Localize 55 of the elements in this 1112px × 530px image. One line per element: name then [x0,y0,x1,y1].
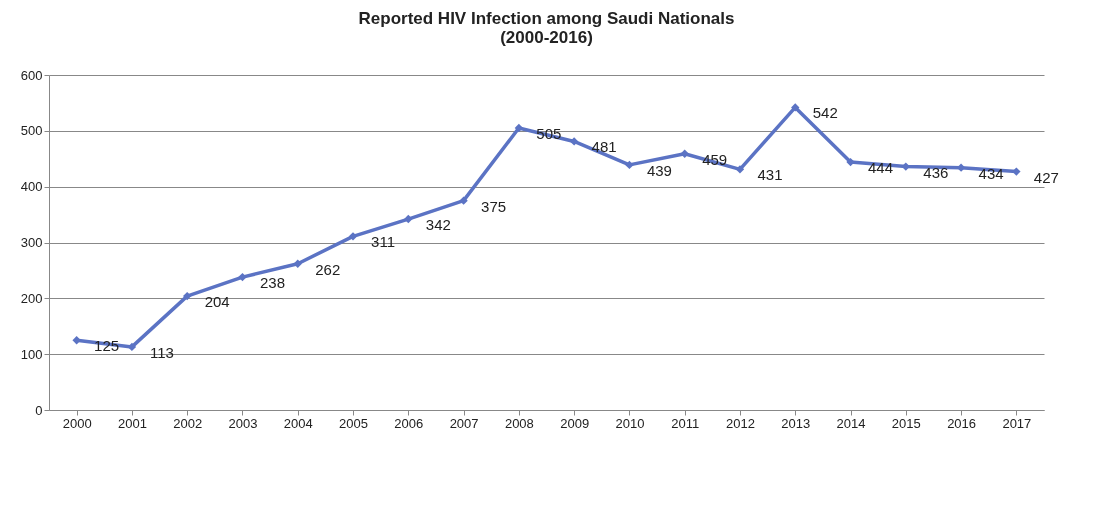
x-tick-label: 2000 [62,415,92,431]
y-tick-label: 400 [20,179,43,195]
data-label: 542 [812,104,838,122]
y-tick-label: 600 [20,67,43,83]
x-tick-label: 2002 [173,415,203,431]
x-tick-label: 2016 [947,415,977,431]
x-tick-label: 2005 [339,415,368,431]
x-tick-label: 2009 [560,415,590,431]
y-tick-label: 200 [20,290,43,306]
point [72,336,81,345]
x-tick-label: 2008 [504,415,534,431]
point [735,165,745,174]
text: (2000-2016) [500,28,593,47]
data-label: 113 [149,343,174,361]
point [238,272,247,282]
x-tick-label: 2007 [449,415,479,431]
data-label: 431 [757,166,783,184]
data-label: 505 [536,125,562,143]
y-tick-label: 100 [20,346,43,362]
point [404,214,413,224]
x-tick-label: 2001 [117,415,147,431]
point [569,137,579,146]
x-tick-label: 2011 [671,415,700,431]
point [293,259,302,268]
x-tick-label: 2004 [283,415,313,431]
data-label: 204 [204,293,230,311]
point [459,196,468,205]
text: Reported HIV Infection among Saudi Nationals [358,9,735,28]
point [1012,167,1021,176]
x-tick-label: 2012 [726,415,755,431]
data-label: 311 [371,233,395,251]
data-label: 436 [923,163,949,181]
point [625,160,634,170]
y-tick-label: 300 [20,235,43,250]
data-label: 238 [259,274,285,292]
y-tick-label: 500 [20,123,43,139]
point [846,157,855,167]
data-label: 342 [425,216,451,234]
data-label: 439 [646,161,672,179]
x-tick-label: 2013 [781,415,811,431]
x-tick-label: 2006 [394,415,424,431]
data-label: 481 [591,138,617,156]
point [348,232,358,241]
y-tick-label: 0 [35,402,43,418]
data-label: 375 [481,197,507,215]
x-tick-label: 2015 [891,415,921,431]
point [183,291,192,301]
x-tick-label: 2003 [228,415,258,431]
point [680,149,689,158]
x-tick-label: 2014 [836,415,866,431]
point [791,103,800,112]
x-tick-label: 2010 [615,415,645,431]
data-label: 427 [1033,168,1059,186]
data-label: 262 [315,260,341,278]
x-tick-label: 2017 [1002,415,1032,431]
